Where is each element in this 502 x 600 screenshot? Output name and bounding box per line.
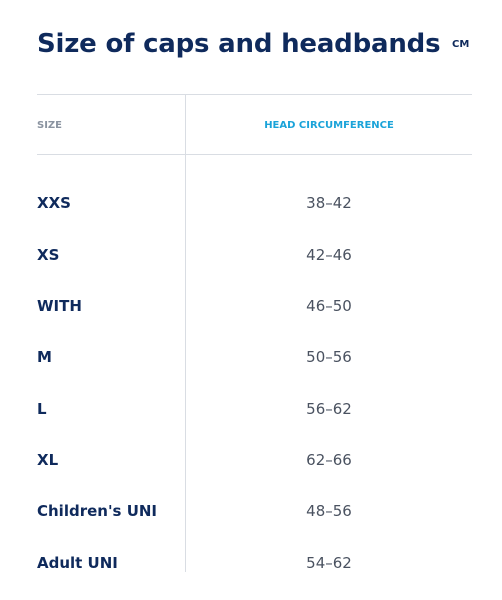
- circumference-range: 48–56: [306, 502, 352, 520]
- size-label: XL: [37, 451, 59, 469]
- table-row: XXS 38–42: [37, 191, 472, 215]
- table-row: XL 62–66: [37, 448, 472, 472]
- column-header-size: SIZE: [37, 120, 63, 131]
- table-row: Adult UNI 54–62: [37, 551, 472, 575]
- circumference-range: 38–42: [306, 194, 352, 212]
- size-label: Adult UNI: [37, 554, 118, 572]
- table-column-divider: [185, 94, 186, 572]
- table-row: L 56–62: [37, 397, 472, 421]
- table-row: M 50–56: [37, 345, 472, 369]
- size-label: WITH: [37, 297, 82, 315]
- size-label: L: [37, 400, 47, 418]
- table-row: WITH 46–50: [37, 294, 472, 318]
- table-row: Children's UNI 48–56: [37, 499, 472, 523]
- circumference-range: 54–62: [306, 554, 352, 572]
- unit-toggle-cm[interactable]: CM: [452, 39, 470, 50]
- circumference-range: 42–46: [306, 246, 352, 264]
- page-title: Size of caps and headbands: [37, 29, 441, 59]
- column-header-head-circumference: HEAD CIRCUMFERENCE: [264, 120, 394, 131]
- table-header-divider: [37, 154, 472, 155]
- size-label: Children's UNI: [37, 502, 158, 520]
- circumference-range: 46–50: [306, 297, 352, 315]
- table-row: XS 42–46: [37, 243, 472, 267]
- size-label: XXS: [37, 194, 71, 212]
- size-label: M: [37, 348, 52, 366]
- circumference-range: 56–62: [306, 400, 352, 418]
- circumference-range: 62–66: [306, 451, 352, 469]
- circumference-range: 50–56: [306, 348, 352, 366]
- table-top-divider: [37, 94, 472, 95]
- size-label: XS: [37, 246, 60, 264]
